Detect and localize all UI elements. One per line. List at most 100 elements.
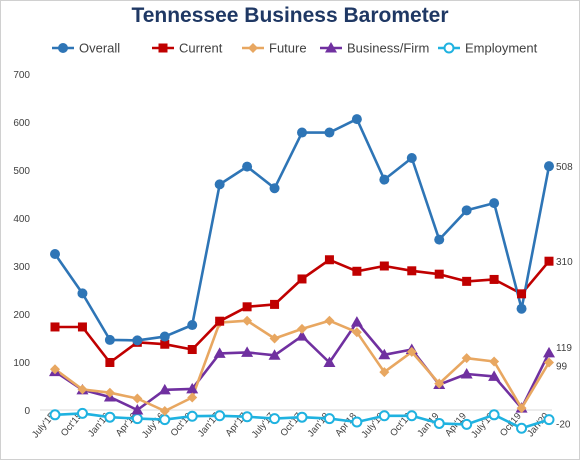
data-point-current — [270, 299, 280, 309]
data-point-business-firm — [158, 383, 171, 395]
data-point-business-firm — [186, 382, 199, 394]
data-point-current — [462, 276, 472, 286]
legend-item: Current — [152, 41, 223, 56]
data-point-employment — [323, 413, 335, 425]
legend-label: Overall — [79, 41, 120, 56]
data-point-employment — [241, 411, 253, 423]
data-point-employment — [186, 410, 198, 422]
data-point-business-firm — [213, 347, 226, 358]
data-point-future — [132, 393, 143, 404]
legend-label: Future — [269, 41, 307, 56]
data-point-current — [489, 274, 499, 284]
end-label: -20 — [556, 420, 571, 431]
data-point-employment — [461, 418, 473, 430]
data-point-future — [434, 378, 445, 389]
data-point-business-firm — [296, 330, 308, 341]
end-labels: 508 310 99 119 -20 — [556, 162, 573, 430]
y-tick-label: 700 — [13, 70, 30, 81]
data-point-overall — [214, 179, 225, 190]
legend-marker — [443, 42, 455, 54]
y-axis: 0 100 200 300 400 500 600 700 — [13, 70, 30, 417]
y-tick-label: 500 — [13, 166, 30, 177]
end-label: 119 — [556, 343, 572, 354]
data-point-future — [351, 327, 362, 338]
legend-item: Future — [242, 41, 307, 56]
y-tick-label: 200 — [13, 310, 30, 321]
data-point-business-firm — [460, 368, 473, 379]
data-point-business-firm — [350, 316, 363, 327]
series-line-overall — [53, 117, 551, 342]
y-tick-label: 400 — [13, 214, 30, 225]
data-point-future — [297, 323, 307, 334]
end-label: 310 — [556, 257, 573, 268]
data-point-current — [160, 339, 170, 349]
legend-marker — [248, 43, 258, 53]
legend-marker — [158, 43, 168, 53]
data-point-overall — [406, 153, 417, 163]
data-point-current — [352, 266, 362, 276]
data-point-employment — [516, 422, 528, 434]
data-point-future — [379, 367, 390, 378]
data-point-overall — [379, 174, 390, 185]
series-lines — [53, 117, 551, 430]
data-point-current — [77, 322, 87, 332]
data-point-employment — [296, 411, 308, 423]
data-point-overall — [269, 183, 280, 194]
data-point-future — [544, 357, 554, 368]
data-point-business-firm — [241, 346, 254, 357]
data-point-current — [407, 266, 417, 276]
data-point-employment — [433, 417, 445, 429]
data-point-future — [516, 403, 527, 414]
series-points — [49, 114, 555, 434]
data-point-employment — [378, 410, 390, 422]
data-point-employment — [131, 413, 143, 425]
data-point-current — [187, 345, 197, 355]
data-point-overall — [297, 127, 307, 138]
data-point-overall — [489, 198, 500, 209]
data-point-current — [324, 255, 334, 265]
data-point-business-firm — [131, 404, 144, 415]
data-point-overall — [351, 114, 362, 125]
data-point-future — [104, 387, 115, 398]
data-point-future — [77, 384, 88, 395]
data-point-overall — [132, 335, 143, 346]
y-tick-label: 100 — [13, 358, 30, 369]
data-point-current — [242, 302, 252, 312]
data-point-business-firm — [378, 348, 391, 360]
data-point-current — [50, 322, 60, 332]
data-point-employment — [269, 413, 281, 425]
data-point-future — [406, 346, 417, 357]
y-tick-label: 600 — [13, 118, 30, 129]
data-point-overall — [516, 303, 527, 314]
data-point-overall — [434, 234, 445, 245]
data-point-business-firm — [323, 356, 336, 367]
legend-item: Business/Firm — [320, 41, 429, 56]
end-label: 99 — [556, 361, 568, 372]
y-tick-label: 300 — [13, 262, 30, 273]
legend-marker — [58, 43, 68, 53]
data-point-overall — [461, 205, 472, 216]
data-point-current — [434, 269, 444, 279]
data-point-future — [324, 315, 335, 326]
legend-marker — [325, 42, 337, 53]
data-point-overall — [242, 161, 253, 172]
data-point-overall — [50, 249, 60, 259]
legend-item: Employment — [438, 41, 538, 56]
data-point-employment — [543, 414, 555, 426]
data-point-overall — [544, 161, 554, 172]
data-point-overall — [104, 334, 115, 345]
data-point-business-firm — [543, 346, 555, 358]
data-point-current — [544, 256, 554, 266]
legend-label: Business/Firm — [347, 41, 429, 56]
data-point-future — [187, 392, 198, 403]
chart-title: Tennessee Business Barometer — [131, 4, 449, 27]
data-point-current — [215, 316, 225, 326]
data-point-future — [50, 364, 60, 375]
data-point-employment — [351, 416, 363, 428]
data-point-employment — [488, 409, 500, 421]
data-point-current — [517, 289, 527, 299]
data-point-employment — [159, 414, 171, 426]
data-point-current — [105, 357, 115, 367]
